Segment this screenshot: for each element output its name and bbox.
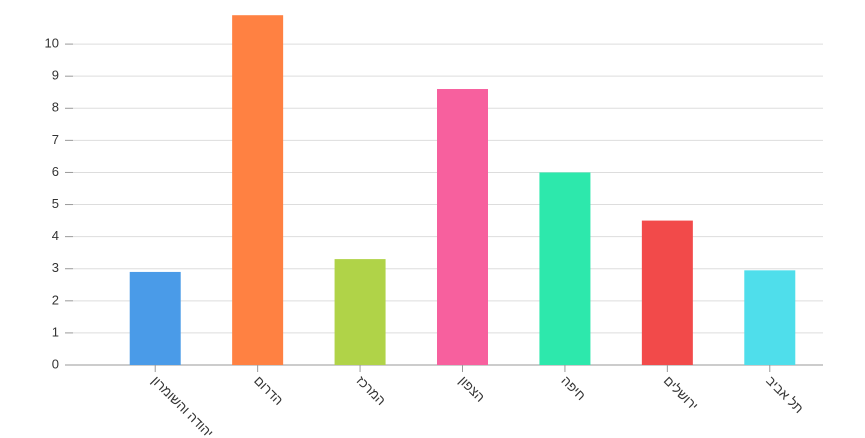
y-tick-label: 10 <box>45 36 59 51</box>
bar <box>129 271 181 365</box>
x-tick-label: תל אביב <box>763 373 806 416</box>
x-tick-label: המרכז <box>354 373 389 408</box>
y-tick-label: 4 <box>52 228 59 243</box>
bar <box>334 259 386 365</box>
bar <box>437 89 488 365</box>
y-tick-label: 2 <box>52 292 59 307</box>
y-tick-label: 5 <box>52 196 59 211</box>
x-tick-label: הדרום <box>251 373 286 408</box>
x-tick-label: יהודה והשומרון <box>149 373 217 438</box>
y-tick-label: 9 <box>52 68 59 83</box>
y-tick-label: 8 <box>52 100 59 115</box>
y-tick-label: 1 <box>52 324 59 339</box>
y-tick-label: 3 <box>52 260 59 275</box>
bar <box>539 172 591 365</box>
x-tick-label: ירושלים <box>661 373 701 413</box>
bar <box>641 220 693 365</box>
y-tick-label: 0 <box>52 356 59 371</box>
x-tick-label: חיפה <box>558 373 588 403</box>
bar <box>232 15 284 365</box>
x-tick-label: הצפון <box>456 373 488 405</box>
y-tick-label: 6 <box>52 164 59 179</box>
y-tick-label: 7 <box>52 132 59 147</box>
bar <box>744 270 796 365</box>
